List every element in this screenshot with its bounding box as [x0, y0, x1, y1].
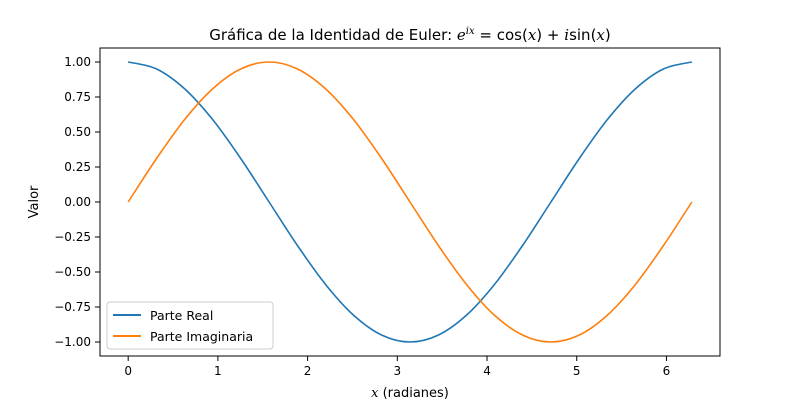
legend: Parte Real Parte Imaginaria	[106, 301, 274, 350]
y-tick-label: −1.00	[54, 335, 91, 349]
x-tick-label: 0	[124, 364, 132, 378]
series-line-parte-real	[127, 61, 693, 343]
y-tick-label: 0.50	[64, 125, 91, 139]
x-axis-label: x (radianes)	[371, 386, 449, 400]
y-tick-label: 0.00	[64, 195, 91, 209]
y-tick-label: 0.25	[64, 160, 91, 174]
y-tick-label: 0.75	[64, 90, 91, 104]
x-tick-label: 4	[483, 364, 491, 378]
y-tick-label: −0.75	[54, 300, 91, 314]
chart-title: Gráfica de la Identidad de Euler: eix = …	[209, 26, 611, 44]
axis-ticks: 0 1 2 3 4 5 6 1.00 0.75 0.50 0.25 0.00 −0.25 −0.50 −0.…	[54, 55, 670, 378]
legend-label-parte-real: Parte Real	[150, 308, 213, 323]
y-axis-label: Valor	[27, 185, 42, 218]
y-tick-label: −0.50	[54, 265, 91, 279]
legend-label-parte-imaginaria: Parte Imaginaria	[150, 329, 253, 344]
y-tick-label: −0.25	[54, 230, 91, 244]
x-tick-label: 5	[573, 364, 581, 378]
x-tick-label: 3	[393, 364, 401, 378]
series-lines	[127, 61, 693, 343]
x-tick-label: 1	[214, 364, 222, 378]
x-tick-label: 2	[304, 364, 312, 378]
legend-box	[106, 301, 274, 350]
x-tick-label: 6	[663, 364, 671, 378]
series-line-parte-imaginaria	[127, 61, 693, 343]
y-tick-label: 1.00	[64, 55, 91, 69]
